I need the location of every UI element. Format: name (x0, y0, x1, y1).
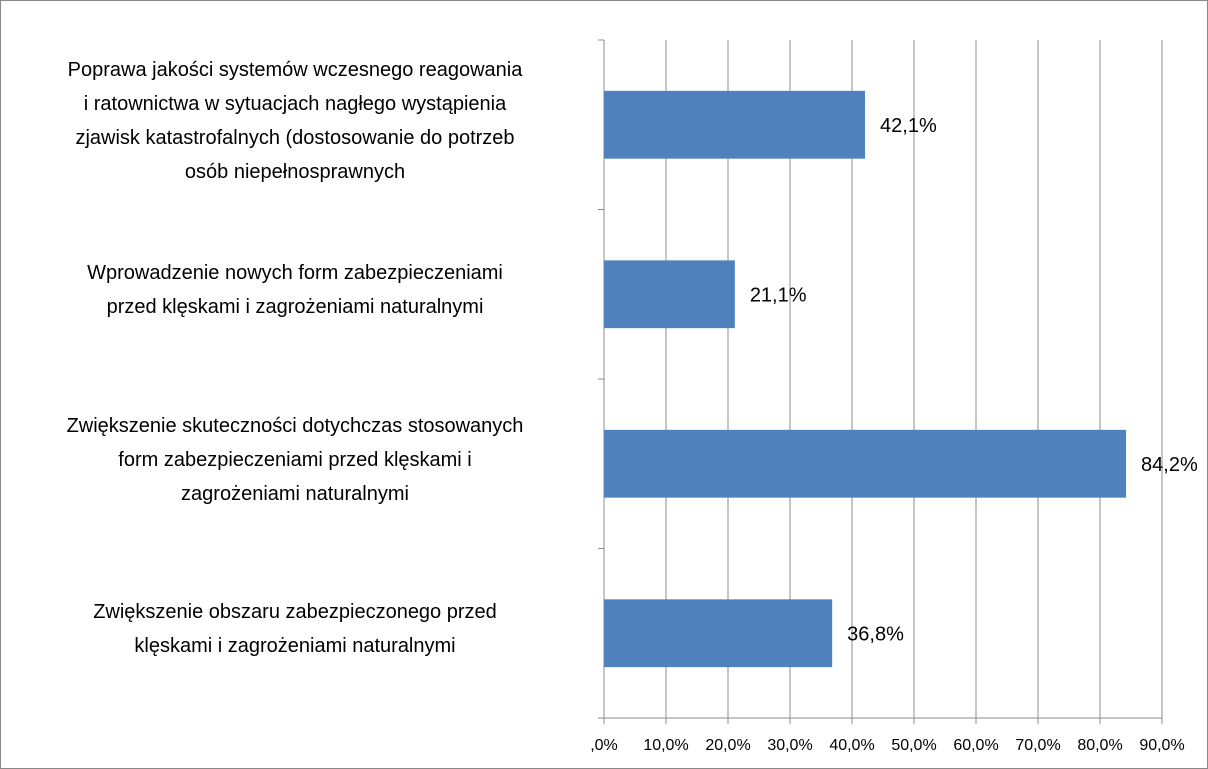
x-tick-label: 10,0% (643, 737, 688, 754)
x-tick-label: 30,0% (767, 737, 812, 754)
y-tick-label: Zwiększenie skuteczności dotychczas stos… (66, 414, 524, 505)
data-label: 42,1% (880, 115, 937, 137)
y-tick-label: Wprowadzenie nowych form zabezpieczeniam… (87, 262, 503, 319)
x-tick-label: 50,0% (891, 737, 936, 754)
x-tick-label: 60,0% (953, 737, 998, 754)
x-tick-label: 70,0% (1015, 737, 1060, 754)
bar (604, 90, 866, 159)
bar (604, 599, 833, 668)
y-tick-label: Zwiększenie obszaru zabezpieczonego prze… (93, 601, 497, 658)
y-tick-label: Poprawa jakości systemów wczesnego reago… (67, 58, 523, 183)
data-label: 21,1% (750, 285, 807, 307)
bar (604, 260, 735, 329)
bar (604, 429, 1127, 498)
x-tick-label: 40,0% (829, 737, 874, 754)
x-tick-label: 20,0% (705, 737, 750, 754)
data-label: 36,8% (847, 624, 904, 646)
x-tick-label: ,0% (590, 737, 618, 754)
data-label: 84,2% (1141, 454, 1198, 476)
x-tick-label: 80,0% (1077, 737, 1122, 754)
x-tick-label: 90,0% (1139, 737, 1184, 754)
